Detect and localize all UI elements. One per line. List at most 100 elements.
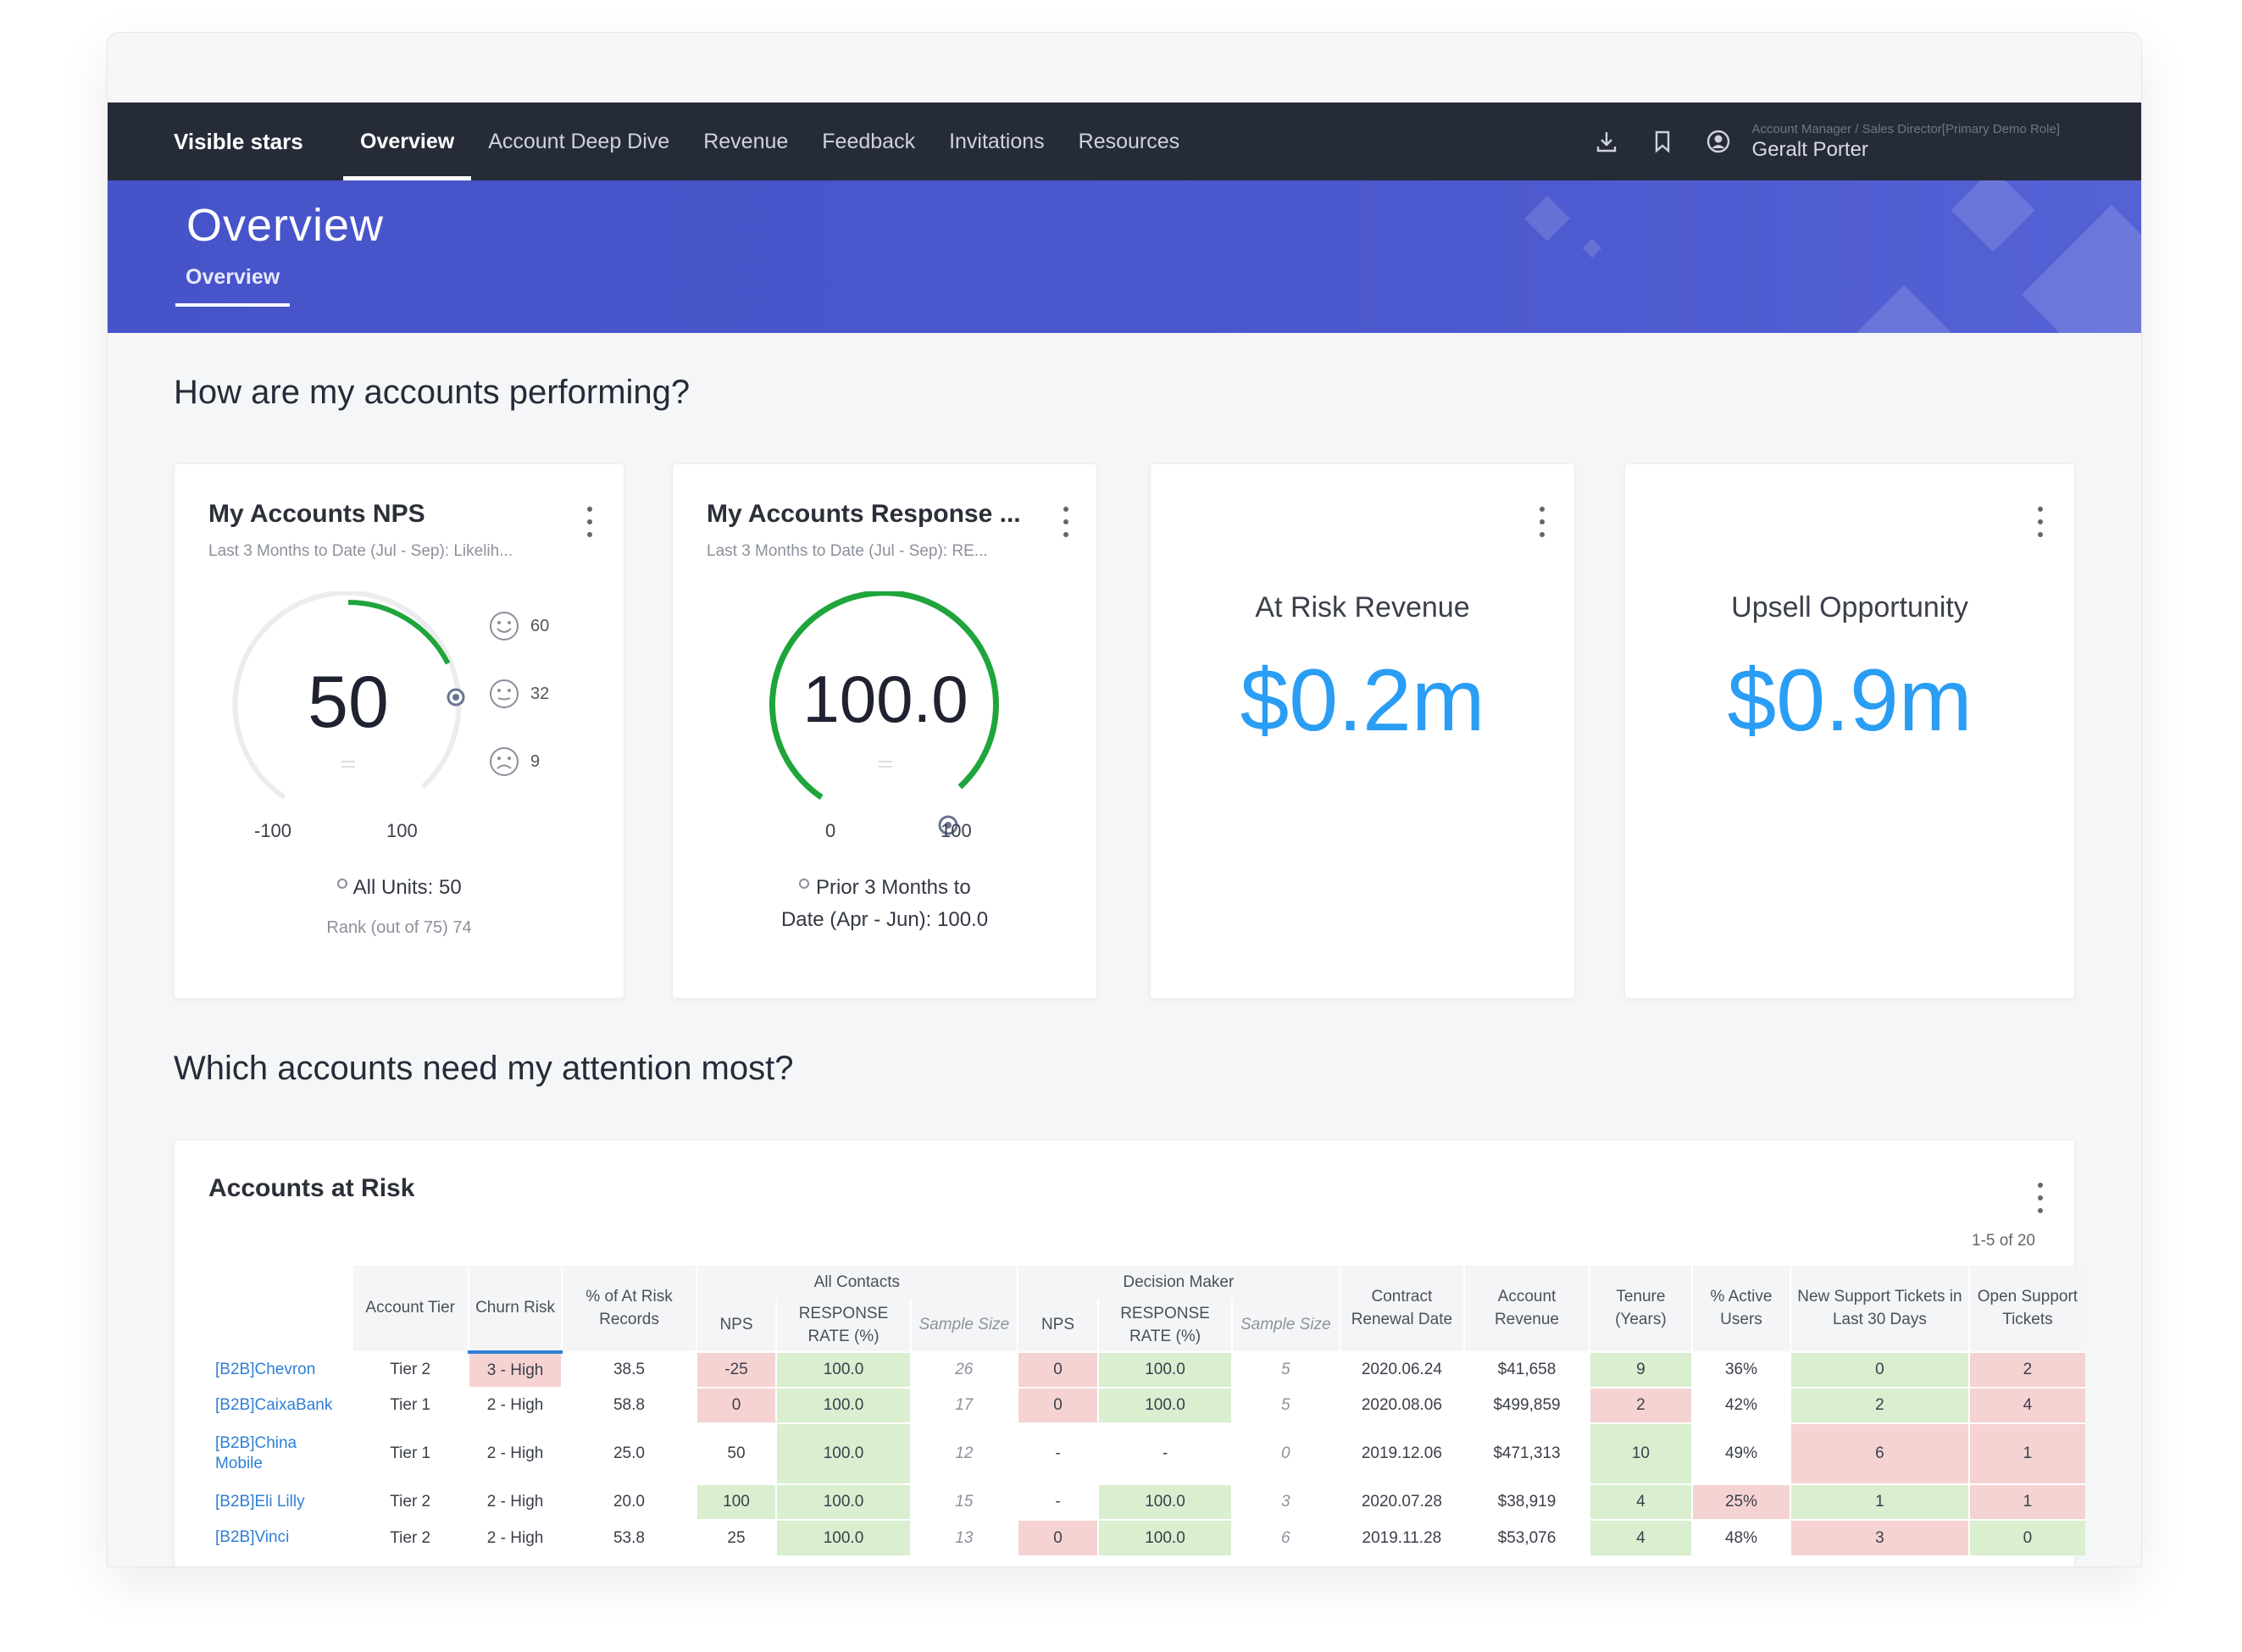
cell-pct-risk: 38.5 <box>561 1351 696 1389</box>
kpi-label: At Risk Revenue <box>1255 591 1470 624</box>
tab-resources[interactable]: Resources <box>1078 129 1180 153</box>
cell-dm-response: 100.0 <box>1096 1519 1233 1556</box>
decor-diamond <box>1582 238 1602 258</box>
upsell-opportunity-card: Upsell Opportunity $0.9m <box>1624 463 2075 999</box>
nav-actions: Account Manager / Sales Director[Primary… <box>1569 122 2060 162</box>
nps-min-label: -100 <box>254 820 292 841</box>
cell-renewal: 2020.07.28 <box>1338 1483 1465 1521</box>
cell-pct-risk: 20.0 <box>561 1483 696 1521</box>
cell-sample: 26 <box>909 1351 1018 1389</box>
account-link[interactable]: [B2B]CaixaBank <box>208 1387 352 1424</box>
card-menu-icon[interactable] <box>1534 503 1551 541</box>
response-footer-line1: Prior 3 Months to <box>815 876 971 899</box>
kpi-label: Upsell Opportunity <box>1731 591 1968 624</box>
cell-open-tickets: 1 <box>1967 1422 2085 1485</box>
response-footer: Prior 3 Months to <box>673 876 1096 900</box>
tab-feedback[interactable]: Feedback <box>822 129 916 153</box>
cell-active: 42% <box>1691 1387 1790 1424</box>
response-footer-line2: Date (Apr - Jun): 100.0 <box>780 908 989 931</box>
user-role: Account Manager / Sales Director[Primary… <box>1751 121 2060 136</box>
cell-open-tickets: 0 <box>1967 1519 2085 1556</box>
window-chrome <box>108 33 2141 103</box>
user-menu[interactable]: Account Manager / Sales Director[Primary… <box>1752 122 2060 162</box>
accounts-table: Account Tier Churn Risk % of At Risk Rec… <box>208 1266 2085 1556</box>
cell-sample: 15 <box>909 1483 1018 1521</box>
response-max-label: 100 <box>941 820 972 841</box>
cell-tenure: 4 <box>1588 1483 1692 1521</box>
cell-dm-sample: 5 <box>1231 1387 1340 1424</box>
account-link[interactable]: [B2B]Eli Lilly <box>208 1483 352 1521</box>
cell-tenure: 9 <box>1588 1351 1692 1389</box>
card-menu-icon[interactable] <box>1057 503 1074 541</box>
info-circle-icon <box>799 879 810 889</box>
cell-dm-response: 100.0 <box>1096 1483 1233 1521</box>
bookmark-icon[interactable] <box>1644 123 1681 160</box>
header-dm-nps[interactable]: NPS <box>1017 1300 1098 1353</box>
cell-tier: Tier 2 <box>351 1483 469 1521</box>
account-link[interactable]: [B2B]China Mobile <box>208 1422 352 1485</box>
card-subtitle: Last 3 Months to Date (Jul - Sep): RE... <box>707 542 988 560</box>
cell-tenure: 4 <box>1588 1519 1692 1556</box>
card-menu-icon[interactable] <box>2032 1179 2049 1217</box>
cell-renewal: 2020.08.06 <box>1338 1387 1465 1424</box>
card-title: My Accounts Response ... <box>707 500 1021 528</box>
cell-new-tickets: 2 <box>1789 1387 1969 1424</box>
header-tenure[interactable]: Tenure (Years) <box>1588 1266 1692 1353</box>
cell-response: 100.0 <box>775 1387 911 1424</box>
cell-sample: 13 <box>909 1519 1018 1556</box>
cell-new-tickets: 1 <box>1789 1483 1969 1521</box>
header-churn-risk[interactable]: Churn Risk <box>467 1266 563 1355</box>
tab-overview[interactable]: Overview <box>343 103 472 180</box>
header-pct-at-risk[interactable]: % of At Risk Records <box>561 1266 696 1353</box>
cell-sample: 17 <box>909 1387 1018 1424</box>
table-row: [B2B]Eli Lilly Tier 2 2 - High 20.0 100 … <box>208 1483 2085 1521</box>
account-link[interactable]: [B2B]Chevron <box>208 1351 352 1389</box>
nps-card: My Accounts NPS Last 3 Months to Date (J… <box>174 463 624 999</box>
cell-dm-nps: 0 <box>1017 1351 1098 1389</box>
subtab-overview[interactable]: Overview <box>175 265 291 307</box>
cell-sample: 12 <box>909 1422 1018 1485</box>
account-link[interactable]: [B2B]Vinci <box>208 1519 352 1556</box>
tab-invitations[interactable]: Invitations <box>949 129 1045 153</box>
table-row: [B2B]Vinci Tier 2 2 - High 53.8 25 100.0… <box>208 1519 2085 1556</box>
cell-active: 48% <box>1691 1519 1790 1556</box>
top-nav: Visible stars Overview Account Deep Dive… <box>108 103 2141 180</box>
kpi-value: $0.2m <box>1240 651 1485 750</box>
cell-dm-sample: 3 <box>1231 1483 1340 1521</box>
header-new-tickets[interactable]: New Support Tickets in Last 30 Days <box>1789 1266 1969 1353</box>
happy-face-icon <box>490 612 519 640</box>
header-dm-response-rate[interactable]: RESPONSE RATE (%) <box>1096 1300 1233 1353</box>
tab-revenue[interactable]: Revenue <box>703 129 789 153</box>
download-icon[interactable] <box>1588 123 1625 160</box>
nps-footer-text: All Units: 50 <box>352 876 462 899</box>
cell-open-tickets: 4 <box>1967 1387 2085 1424</box>
header-account-revenue[interactable]: Account Revenue <box>1463 1266 1590 1353</box>
header-active-users[interactable]: % Active Users <box>1691 1266 1790 1353</box>
cell-churn: 2 - High <box>467 1483 563 1521</box>
card-menu-icon[interactable] <box>2032 503 2049 541</box>
header-open-tickets[interactable]: Open Support Tickets <box>1967 1266 2085 1353</box>
pagination-count: 1-5 of 20 <box>1972 1232 2035 1250</box>
cell-active: 25% <box>1691 1483 1790 1521</box>
accounts-at-risk-card: Accounts at Risk 1-5 of 20 Account Tier … <box>174 1139 2085 1566</box>
cell-dm-nps: - <box>1017 1422 1098 1485</box>
header-tier[interactable]: Account Tier <box>351 1266 469 1353</box>
header-sample-size[interactable]: Sample Size <box>909 1300 1018 1353</box>
cell-nps: 0 <box>695 1387 777 1424</box>
cell-churn: 2 - High <box>467 1387 563 1424</box>
header-response-rate[interactable]: RESPONSE RATE (%) <box>775 1300 911 1353</box>
cell-response: 100.0 <box>775 1351 911 1389</box>
cell-dm-sample: 0 <box>1231 1422 1340 1485</box>
header-nps[interactable]: NPS <box>695 1300 777 1353</box>
cell-response: 100.0 <box>775 1422 911 1485</box>
user-avatar-icon[interactable] <box>1700 123 1737 160</box>
tab-account-deep-dive[interactable]: Account Deep Dive <box>488 129 670 153</box>
header-account <box>208 1266 352 1353</box>
decor-diamond <box>1856 285 1952 333</box>
card-menu-icon[interactable] <box>581 503 598 541</box>
cell-dm-response: 100.0 <box>1096 1351 1233 1389</box>
header-dm-sample-size[interactable]: Sample Size <box>1231 1300 1340 1353</box>
cell-new-tickets: 0 <box>1789 1351 1969 1389</box>
header-renewal-date[interactable]: Contract Renewal Date <box>1338 1266 1465 1353</box>
brand-name: Visible stars <box>174 128 303 154</box>
